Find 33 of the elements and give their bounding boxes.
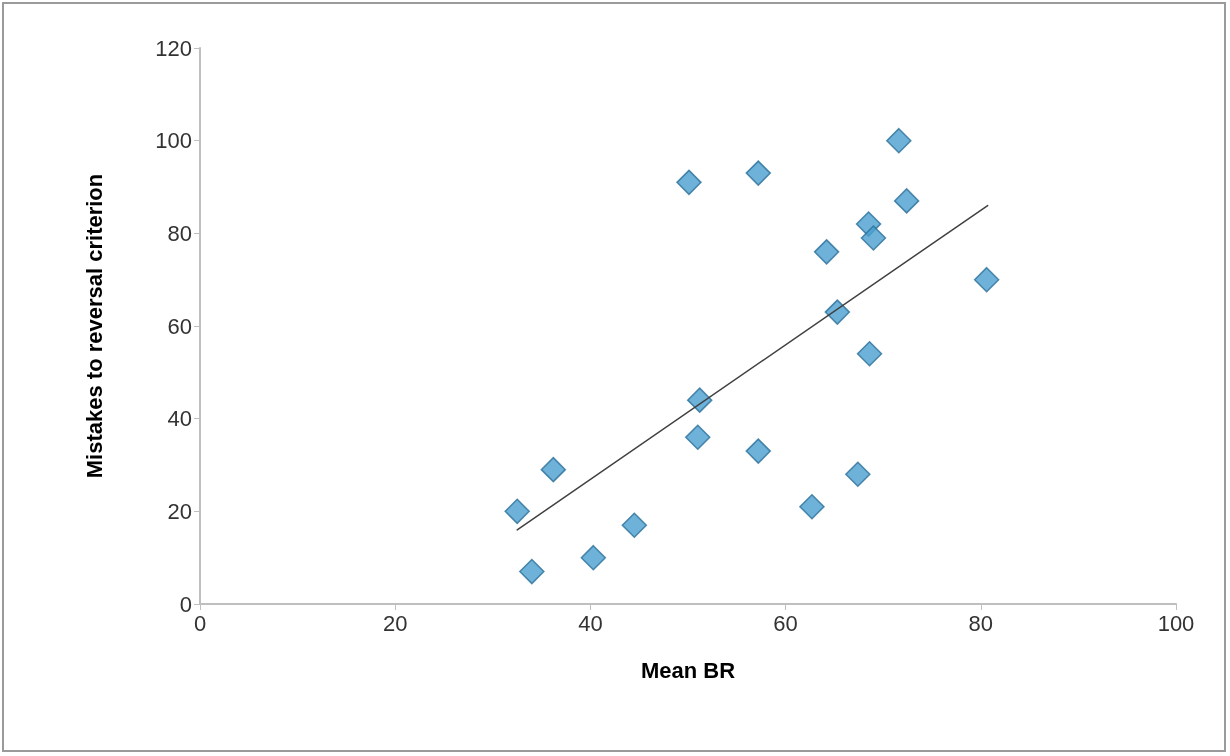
point [519, 558, 545, 585]
y-tick-label: 40 [167, 406, 192, 432]
point [856, 341, 883, 367]
y-tick-label: 20 [167, 498, 192, 524]
x-tick-label: 100 [1157, 610, 1195, 636]
x-tick-label: 20 [382, 610, 408, 636]
point [824, 299, 851, 325]
point [886, 127, 912, 154]
y-tick-label: 120 [155, 35, 192, 61]
x-tick-label: 40 [578, 610, 603, 636]
y-tick-label: 60 [167, 313, 192, 339]
point [799, 493, 825, 520]
x-tick-label: 80 [968, 610, 994, 636]
point [621, 512, 648, 538]
point [973, 266, 1000, 293]
point [676, 169, 702, 196]
point [580, 544, 607, 571]
point [813, 239, 840, 265]
point [893, 188, 920, 214]
point [745, 438, 772, 464]
point [685, 424, 711, 450]
y-tick-label: 80 [167, 220, 192, 246]
x-tick-label: 60 [773, 610, 798, 636]
x-axis-title: Mean BR [640, 657, 736, 683]
point [845, 461, 871, 488]
y-tick-label: 0 [179, 591, 192, 617]
point [540, 456, 567, 483]
point [745, 160, 772, 186]
y-tick-label: 100 [155, 128, 192, 154]
point [860, 225, 887, 251]
point [686, 387, 713, 413]
point [504, 498, 530, 525]
y-axis-title: Mistakes to reversal criterion [81, 173, 107, 479]
